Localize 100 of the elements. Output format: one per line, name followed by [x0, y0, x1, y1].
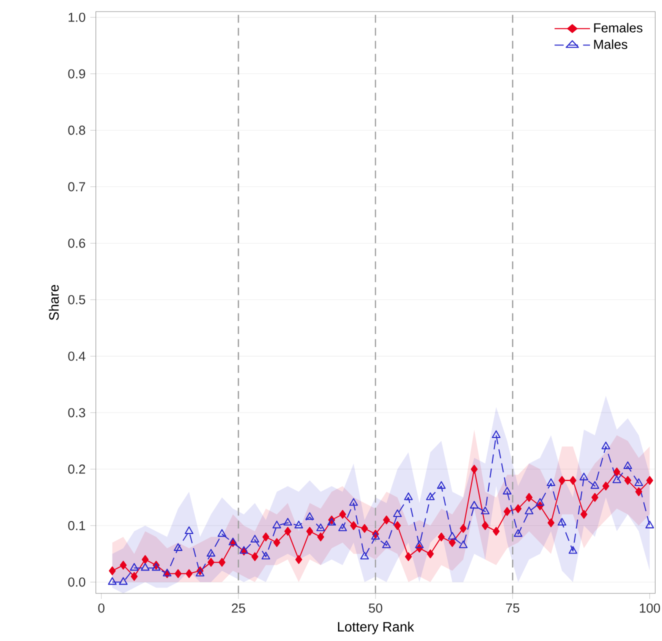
point: [140, 563, 150, 571]
point: [570, 476, 576, 485]
point: [382, 540, 391, 548]
point: [404, 492, 413, 500]
x-tick-label: 25: [232, 603, 246, 613]
point: [152, 563, 161, 571]
point: [645, 520, 654, 528]
point: [394, 521, 401, 530]
y-tick-label: 0.9: [68, 69, 86, 78]
point: [130, 572, 138, 581]
point: [568, 546, 578, 554]
point: [458, 540, 468, 548]
point: [339, 510, 346, 519]
point: [360, 552, 369, 560]
x-tick-label: 75: [506, 603, 520, 613]
point: [514, 529, 522, 537]
point: [448, 532, 457, 540]
point: [548, 518, 554, 528]
point: [262, 532, 270, 542]
point: [558, 518, 566, 526]
point: [186, 569, 193, 578]
point: [218, 558, 226, 567]
point: [480, 506, 490, 514]
point: [218, 529, 226, 537]
y-tick-label: 0.2: [68, 464, 86, 474]
point: [436, 481, 446, 489]
y-tick-label: 1.0: [68, 12, 86, 22]
legend-label: Males: [594, 39, 628, 49]
point: [361, 524, 368, 533]
point: [196, 568, 204, 576]
point: [492, 526, 500, 536]
x-tick-label: 50: [368, 603, 382, 613]
point: [470, 500, 479, 509]
y-tick-label: 0.7: [68, 182, 86, 192]
point: [546, 478, 556, 486]
point: [284, 526, 292, 536]
point: [624, 476, 632, 485]
y-tick-label: 0.5: [68, 295, 86, 304]
point: [404, 552, 412, 562]
point: [502, 486, 512, 494]
point: [349, 498, 358, 506]
y-tick-label: 0.4: [68, 352, 86, 361]
point: [295, 555, 302, 564]
y-tick-label: 0.3: [68, 408, 86, 418]
point: [108, 577, 117, 585]
point: [208, 558, 214, 567]
point: [294, 520, 304, 528]
point: [338, 523, 347, 532]
point: [514, 504, 522, 514]
point: [612, 475, 622, 484]
point: [305, 512, 314, 520]
point: [526, 492, 533, 502]
point: [251, 552, 258, 562]
point: [306, 526, 314, 536]
y-tick-label: 0.6: [68, 238, 86, 248]
point: [504, 507, 511, 516]
point: [470, 464, 478, 474]
y-tick-label: 0.1: [68, 521, 86, 530]
y-tick-label: 0.8: [68, 126, 86, 135]
point: [602, 482, 610, 490]
legend-label: Females: [594, 22, 642, 32]
x-axis-title: Lottery Rank: [338, 622, 414, 634]
point: [120, 560, 127, 570]
point: [184, 526, 194, 534]
point: [206, 548, 216, 557]
point: [558, 476, 566, 485]
point: [602, 442, 610, 450]
point: [130, 563, 139, 571]
point: [272, 520, 282, 528]
point: [646, 476, 654, 485]
x-tick-label: 100: [640, 603, 660, 613]
y-axis-title: Share: [48, 284, 59, 320]
point: [317, 532, 324, 542]
point: [448, 538, 456, 547]
point: [383, 516, 390, 524]
x-tick-label: 0: [98, 603, 104, 613]
point: [460, 524, 467, 533]
point: [108, 566, 116, 576]
point: [426, 492, 435, 500]
point: [350, 521, 358, 530]
point: [174, 543, 182, 551]
point: [580, 472, 588, 480]
point: [591, 492, 598, 502]
point: [536, 498, 544, 506]
point: [524, 506, 534, 514]
point: [273, 538, 280, 547]
point: [580, 510, 588, 519]
point: [438, 532, 445, 542]
point: [118, 577, 128, 585]
point: [623, 461, 632, 470]
point: [142, 555, 149, 564]
point: [393, 509, 402, 518]
point: [482, 521, 489, 530]
point: [634, 478, 644, 486]
point: [590, 481, 600, 489]
point: [426, 549, 434, 558]
point: [283, 518, 292, 526]
y-tick-label: 0.0: [68, 577, 86, 587]
point: [613, 468, 620, 476]
point: [415, 540, 424, 548]
